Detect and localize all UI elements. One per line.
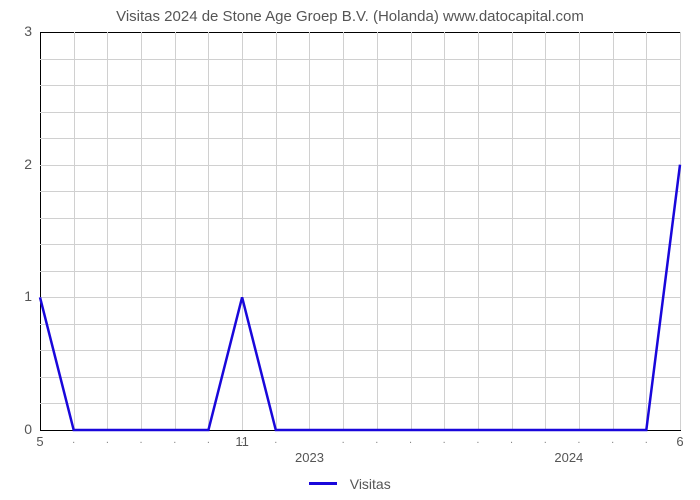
chart-container: Visitas 2024 de Stone Age Groep B.V. (Ho… <box>0 0 700 500</box>
x-minor-tick: . <box>241 434 244 446</box>
legend: Visitas <box>0 475 700 493</box>
y-tick-label: 0 <box>0 421 32 437</box>
y-tick-label: 2 <box>0 156 32 172</box>
x-minor-tick: . <box>375 434 378 446</box>
x-minor-tick: . <box>173 434 176 446</box>
x-minor-tick: . <box>645 434 648 446</box>
x-minor-tick: . <box>207 434 210 446</box>
y-tick-label: 3 <box>0 23 32 39</box>
series-line <box>40 165 680 430</box>
x-minor-tick: . <box>274 434 277 446</box>
legend-label: Visitas <box>350 476 391 492</box>
grid-v <box>680 32 681 430</box>
x-tick-label-year: 2024 <box>554 450 583 465</box>
x-minor-tick: . <box>611 434 614 446</box>
x-minor-tick: . <box>510 434 513 446</box>
x-minor-tick: . <box>544 434 547 446</box>
x-corner-left-label: 5 <box>36 434 43 449</box>
x-minor-tick: . <box>140 434 143 446</box>
x-tick-label-year: 2023 <box>295 450 324 465</box>
x-minor-tick: . <box>476 434 479 446</box>
x-minor-tick: . <box>72 434 75 446</box>
chart-title: Visitas 2024 de Stone Age Groep B.V. (Ho… <box>0 8 700 25</box>
legend-swatch <box>309 482 337 485</box>
x-minor-tick: . <box>342 434 345 446</box>
y-tick-label: 1 <box>0 288 32 304</box>
x-minor-tick: . <box>106 434 109 446</box>
x-corner-right-label: 6 <box>676 434 683 449</box>
x-minor-tick: . <box>443 434 446 446</box>
x-minor-tick: . <box>577 434 580 446</box>
line-series-layer <box>40 32 680 430</box>
x-minor-tick: . <box>409 434 412 446</box>
